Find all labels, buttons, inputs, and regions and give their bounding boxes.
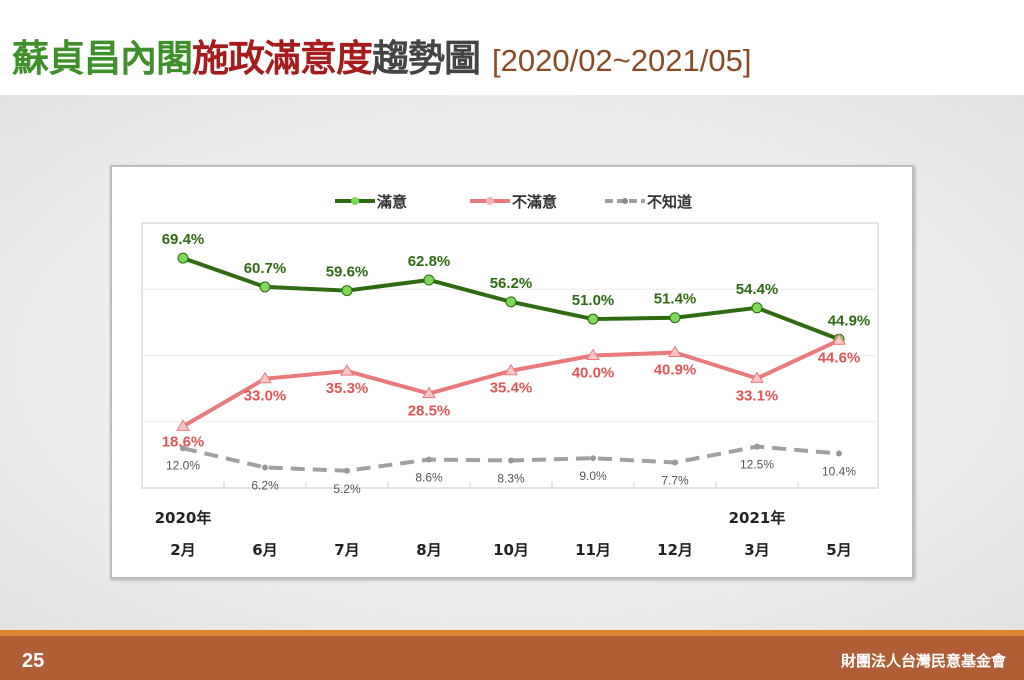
point-satisfied — [751, 302, 763, 314]
page-title: 蘇貞昌內閣施政滿意度趨勢圖 [2020/02~2021/05] — [12, 28, 751, 82]
point-satisfied — [423, 274, 435, 286]
data-label: 12.5% — [740, 458, 774, 472]
legend-marker-1 — [486, 197, 494, 205]
title-part1: 蘇貞昌內閣 — [12, 37, 193, 80]
data-label: 9.0% — [579, 469, 607, 483]
page-number: 25 — [22, 650, 45, 672]
x-tick-label: 3月 — [744, 541, 769, 559]
data-label: 51.0% — [572, 292, 615, 309]
year-label: 2020年 — [155, 509, 212, 527]
x-tick-label: 8月 — [416, 541, 441, 559]
data-label: 62.8% — [408, 253, 451, 270]
point-dissatisfied — [340, 364, 354, 376]
title-part3: 趨勢圖 — [372, 37, 481, 80]
point-satisfied — [669, 312, 681, 324]
x-tick-label: 2月 — [170, 541, 195, 559]
legend-marker-0 — [351, 197, 359, 205]
legend-label: 不知道 — [647, 193, 692, 211]
point-dissatisfied — [750, 371, 764, 383]
point-satisfied — [341, 285, 353, 297]
point-satisfied — [505, 296, 517, 308]
point-satisfied — [259, 281, 271, 293]
legend-label: 不滿意 — [512, 193, 557, 211]
point-unknown — [344, 467, 350, 474]
data-label: 8.6% — [415, 471, 443, 485]
x-tick-label: 5月 — [826, 541, 851, 559]
point-unknown — [262, 464, 268, 471]
legend-label: 滿意 — [377, 193, 407, 211]
data-label: 12.0% — [166, 458, 200, 472]
point-dissatisfied — [832, 333, 846, 345]
x-tick-label: 11月 — [575, 541, 611, 559]
point-unknown — [180, 445, 186, 452]
data-label: 40.0% — [572, 365, 615, 382]
organization-name: 財團法人台灣民意基金會 — [840, 652, 1006, 670]
x-tick-label: 10月 — [493, 541, 529, 559]
data-label: 69.4% — [162, 231, 205, 248]
data-label: 35.4% — [490, 380, 533, 397]
point-unknown — [836, 450, 842, 457]
point-dissatisfied — [668, 345, 682, 358]
point-unknown — [508, 457, 514, 464]
data-label: 6.2% — [251, 478, 279, 492]
data-label: 5.2% — [333, 482, 361, 496]
point-unknown — [590, 455, 596, 462]
year-label: 2021年 — [729, 509, 786, 527]
data-label: 59.6% — [326, 264, 369, 281]
point-unknown — [672, 459, 678, 466]
x-tick-label: 12月 — [657, 541, 693, 559]
point-dissatisfied — [176, 419, 190, 431]
data-label: 8.3% — [497, 472, 525, 486]
point-dissatisfied — [586, 348, 600, 360]
data-label: 56.2% — [490, 275, 533, 292]
point-unknown — [754, 443, 760, 450]
point-dissatisfied — [504, 363, 518, 376]
point-satisfied — [177, 252, 189, 264]
title-range: [2020/02~2021/05] — [492, 43, 752, 78]
data-label: 18.6% — [162, 433, 205, 450]
data-label: 51.4% — [654, 291, 697, 308]
data-label: 33.0% — [244, 388, 287, 405]
title-part2: 施政滿意度 — [192, 37, 373, 80]
point-dissatisfied — [258, 371, 272, 384]
data-label: 60.7% — [244, 260, 287, 277]
data-label: 35.3% — [326, 380, 369, 397]
data-label: 33.1% — [736, 387, 779, 404]
footer: 25 財團法人台灣民意基金會 — [0, 630, 1024, 680]
data-label: 40.9% — [654, 362, 697, 379]
x-tick-label: 7月 — [334, 541, 359, 559]
point-satisfied — [587, 313, 599, 325]
x-tick-label: 6月 — [252, 541, 277, 559]
point-unknown — [426, 456, 432, 463]
point-dissatisfied — [422, 386, 436, 399]
legend-marker-2 — [622, 198, 628, 204]
data-label: 44.9% — [828, 312, 871, 329]
data-label: 7.7% — [661, 473, 689, 487]
data-label: 28.5% — [408, 403, 451, 420]
data-label: 10.4% — [822, 465, 856, 479]
data-label: 44.6% — [818, 349, 861, 366]
data-label: 54.4% — [736, 281, 779, 298]
